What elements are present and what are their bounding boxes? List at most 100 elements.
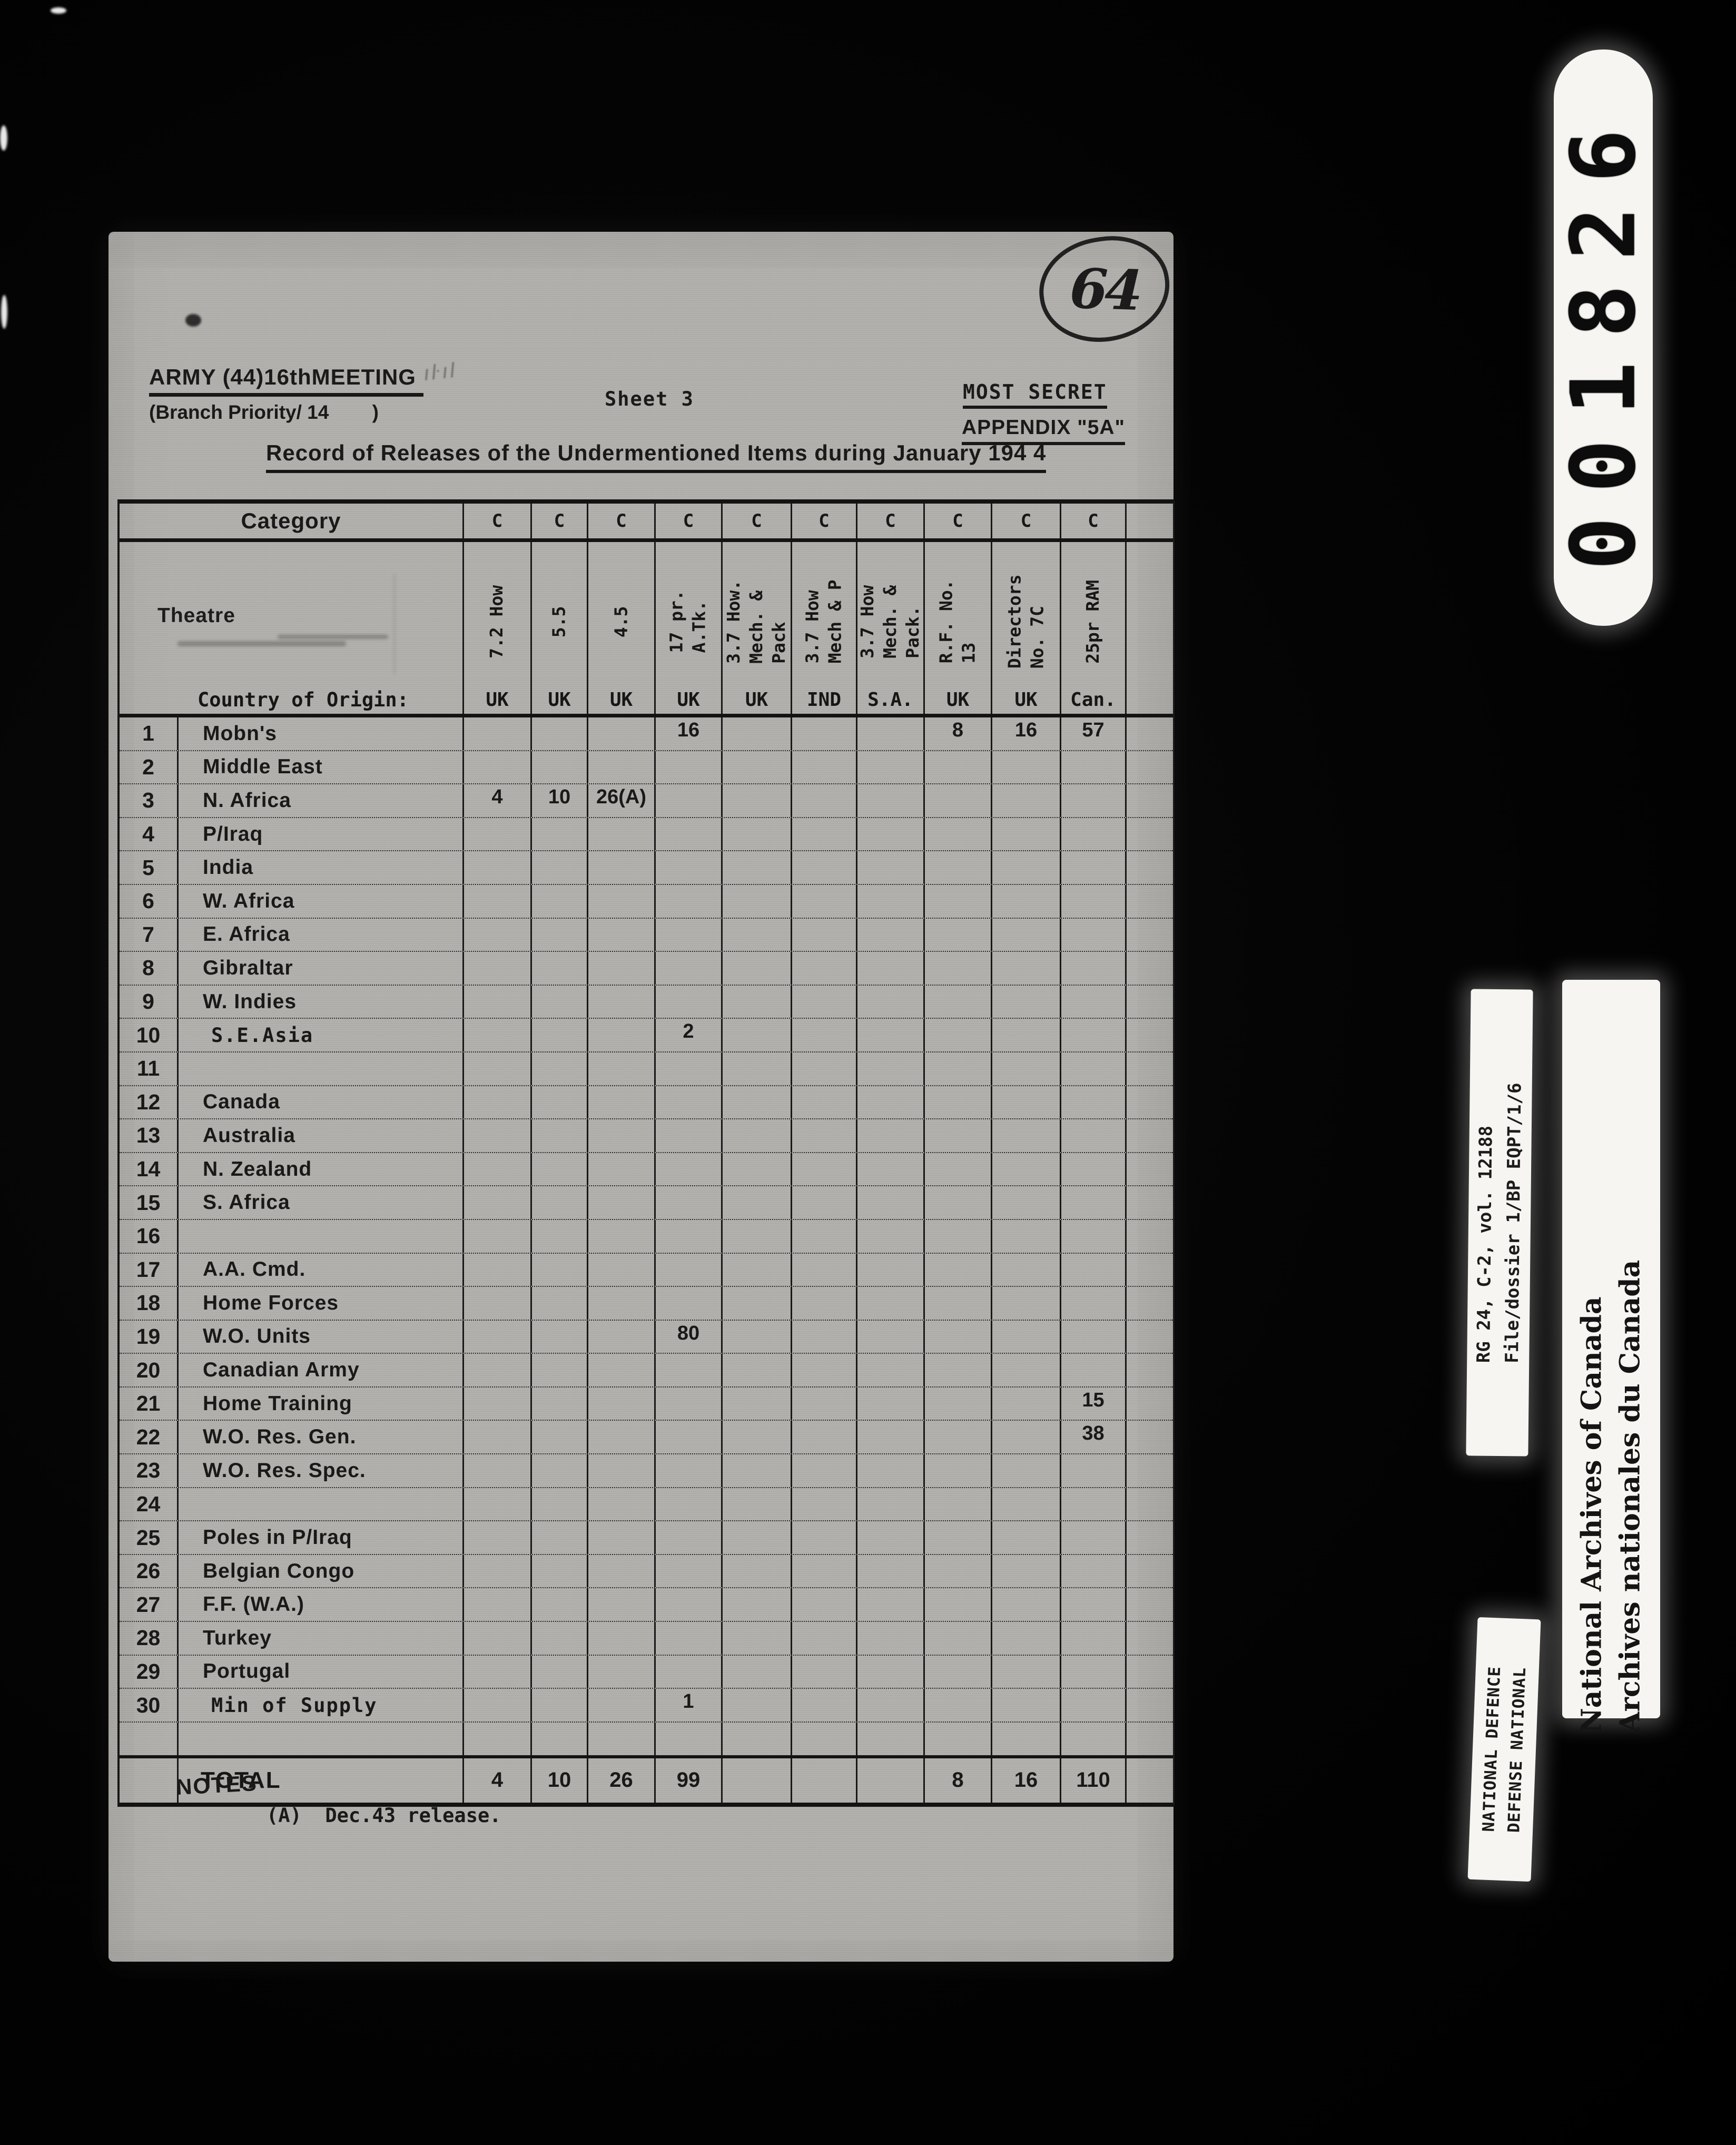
- value-cell: [856, 1421, 923, 1454]
- value-cell: [654, 751, 721, 784]
- value-cell: [1060, 1689, 1125, 1721]
- value-cell: [587, 1186, 654, 1219]
- smudge-mark: [177, 641, 346, 646]
- value-cell: [856, 851, 923, 884]
- row-number: 20: [120, 1354, 179, 1386]
- classification-stamp: MOST SECRET: [963, 380, 1107, 409]
- value-cell: [856, 952, 923, 985]
- scanned-document-page: ıŀıl 64 ARMY (44)16thMEETING (Branch Pri…: [108, 227, 1177, 1962]
- spacer-row: [120, 1722, 1173, 1758]
- total-row: TOTAL 4 10 26 99 8 16 110: [120, 1758, 1173, 1803]
- value-cell: [462, 884, 530, 918]
- value-cell: [530, 1086, 587, 1119]
- value-cell: [721, 1622, 791, 1655]
- value-cell: [856, 1354, 923, 1386]
- value-cell: [462, 1588, 530, 1621]
- row-label: N. Africa: [203, 789, 291, 812]
- row-number: 15: [120, 1186, 179, 1219]
- theatre-label: Theatre: [157, 604, 235, 627]
- value-cell: 57: [1060, 717, 1125, 750]
- value-cell: [1060, 1219, 1125, 1253]
- value-cell: [791, 1320, 856, 1353]
- value-cell: [654, 1086, 721, 1119]
- row-number: 2: [120, 751, 179, 784]
- value-cell: [530, 1554, 587, 1588]
- value-cell: [1060, 851, 1125, 884]
- value-cell: [991, 784, 1060, 817]
- value-cell: 10: [530, 784, 587, 817]
- value-cell: [530, 1052, 587, 1085]
- value-cell: [856, 985, 923, 1018]
- value-cell: [791, 1052, 856, 1085]
- row-label: Portugal: [203, 1660, 291, 1683]
- value-cell: [991, 1086, 1060, 1119]
- value-cell: [791, 784, 856, 817]
- value-cell: [856, 1119, 923, 1152]
- value-cell: [721, 717, 791, 750]
- value-cell: [587, 1119, 654, 1152]
- row-label: Poles in P/Iraq: [203, 1526, 352, 1549]
- record-group-label-strip: RG 24, C-2, vol. 12188 File/dossier 1/BP…: [1466, 989, 1533, 1457]
- value-cell: [462, 1421, 530, 1454]
- value-cell: [462, 1253, 530, 1286]
- meeting-heading: ARMY (44)16thMEETING: [149, 365, 423, 397]
- row-number: 25: [120, 1521, 179, 1554]
- value-cell: [856, 1052, 923, 1085]
- value-cell: [923, 1086, 991, 1119]
- value-cell: [791, 918, 856, 951]
- table-row: 7 E. Africa: [120, 918, 1173, 952]
- value-cell: [530, 1019, 587, 1051]
- value-cell: [587, 1219, 654, 1253]
- value-cell: 4: [462, 784, 530, 817]
- value-cell: [530, 985, 587, 1018]
- total-trailing-cell: [1125, 1758, 1173, 1803]
- value-cell: [856, 1655, 923, 1688]
- archives-line2: Archives nationales du Canada: [1614, 1260, 1646, 1734]
- value-cell: [654, 985, 721, 1018]
- category-code-cell: C: [856, 504, 923, 538]
- value-cell: 2: [654, 1019, 721, 1051]
- category-code-cell: C: [587, 504, 654, 538]
- value-cell: [462, 1287, 530, 1320]
- value-cell: [1060, 1086, 1125, 1119]
- row-trailing-cell: [1125, 851, 1173, 884]
- value-cell: [791, 985, 856, 1018]
- column-item-label: 25pr RAM: [1082, 579, 1103, 664]
- row-number: 6: [120, 884, 179, 918]
- value-cell: [923, 1387, 991, 1420]
- value-cell: [856, 784, 923, 817]
- origin-trailing-cell: [1125, 685, 1173, 714]
- value-cell: [923, 1689, 991, 1721]
- value-cell: [923, 1488, 991, 1521]
- row-label: Home Training: [203, 1392, 352, 1415]
- value-cell: [991, 1655, 1060, 1688]
- value-cell: [721, 1421, 791, 1454]
- value-cell: [991, 1219, 1060, 1253]
- value-cell: [587, 1052, 654, 1085]
- value-cell: 15: [1060, 1387, 1125, 1420]
- row-trailing-cell: [1125, 1421, 1173, 1454]
- table-row: 2 Middle East: [120, 751, 1173, 785]
- value-cell: [991, 1588, 1060, 1621]
- row-number: 9: [120, 985, 179, 1018]
- value-cell: [791, 851, 856, 884]
- row-trailing-cell: [1125, 1588, 1173, 1621]
- table-row: 17 A.A. Cmd.: [120, 1253, 1173, 1287]
- value-cell: [991, 1454, 1060, 1487]
- value-cell: [462, 1521, 530, 1554]
- value-cell: [721, 1253, 791, 1286]
- value-cell: [991, 1153, 1060, 1186]
- value-cell: [791, 1086, 856, 1119]
- column-item-cell: 3.7 How Mech. & Pack.: [856, 542, 923, 685]
- value-cell: [791, 1153, 856, 1186]
- value-cell: [654, 884, 721, 918]
- value-cell: [1060, 1588, 1125, 1621]
- row-number: 3: [120, 784, 179, 817]
- origin-code-cell: UK: [923, 685, 991, 714]
- value-cell: [1060, 1354, 1125, 1386]
- value-cell: [1060, 784, 1125, 817]
- value-cell: [721, 1320, 791, 1353]
- row-label: Turkey: [203, 1626, 272, 1649]
- row-label: Home Forces: [203, 1291, 339, 1314]
- column-item-label: 7.2 How: [486, 585, 507, 658]
